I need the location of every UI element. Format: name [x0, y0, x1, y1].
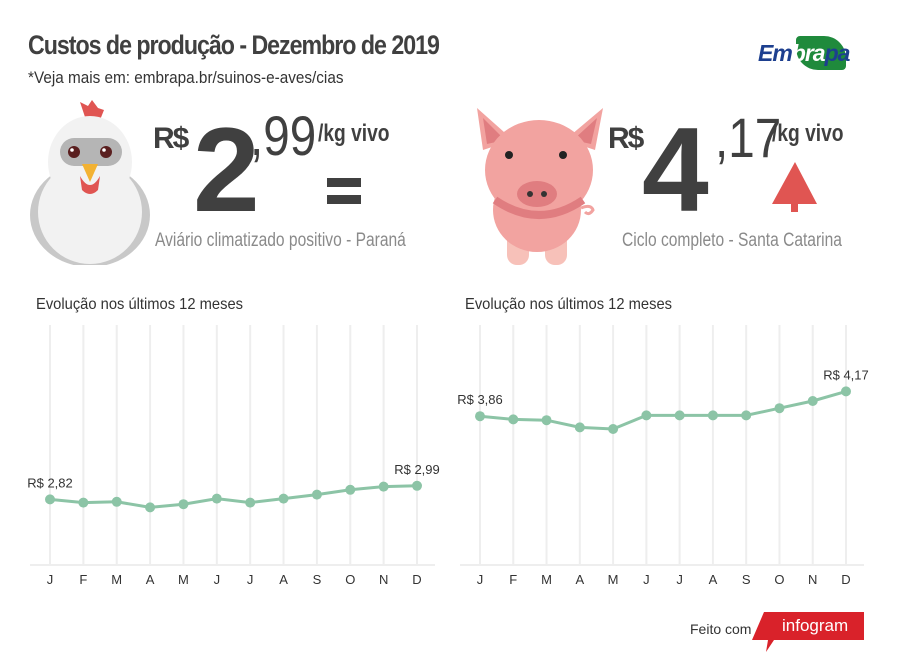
- data-point: [641, 410, 652, 421]
- data-point: [841, 386, 851, 397]
- pig-cost-chart: J F M A M J J A S O N D R$ 3,86 R$ 4,17: [457, 325, 869, 587]
- data-point: [741, 410, 752, 421]
- x-tick-label: N: [808, 572, 817, 587]
- x-tick-label: J: [643, 572, 650, 587]
- data-point: [311, 489, 322, 500]
- x-tick-label: J: [247, 572, 254, 587]
- x-tick-label: A: [709, 572, 718, 587]
- data-point: [345, 484, 356, 495]
- infogram-brand[interactable]: infogram: [782, 616, 849, 635]
- pig-description: Ciclo completo - Santa Catarina: [622, 230, 842, 251]
- x-tick-label: D: [841, 572, 850, 587]
- chart-title-chicken: Evolução nos últimos 12 meses: [36, 296, 243, 313]
- x-tick-label: O: [345, 572, 355, 587]
- data-point: [412, 480, 422, 491]
- pig-currency: R$: [608, 122, 644, 155]
- pig-unit: /kg vivo: [772, 120, 844, 147]
- data-point: [178, 499, 189, 510]
- data-point: [774, 403, 785, 414]
- data-point: [111, 496, 122, 507]
- series-line: [49, 484, 418, 509]
- data-point: [378, 481, 389, 492]
- made-with-label: Feito com: [690, 621, 752, 637]
- x-tick-label: A: [575, 572, 584, 587]
- x-tick-label: J: [676, 572, 683, 587]
- x-tick-label: J: [47, 572, 54, 587]
- pig-price-integer: 4: [642, 103, 709, 237]
- source-link-text: *Veja mais em: embrapa.br/suinos-e-aves/…: [28, 68, 344, 87]
- chicken-price-integer: 2: [193, 103, 260, 237]
- arrow-up-icon: [772, 162, 817, 212]
- x-tick-label: J: [214, 572, 221, 587]
- x-tick-label: A: [279, 572, 288, 587]
- chicken-description: Aviário climatizado positivo - Paraná: [155, 230, 406, 251]
- data-point: [45, 494, 55, 505]
- x-tick-label: A: [146, 572, 155, 587]
- page-title: Custos de produção - Dezembro de 2019: [28, 30, 440, 60]
- x-tick-label: S: [742, 572, 751, 587]
- chicken-currency: R$: [153, 122, 189, 155]
- chicken-cost-chart: J F M A M J J A S O N D R$ 2,82 R$ 2,99: [27, 325, 440, 587]
- data-point: [508, 414, 519, 425]
- data-label: R$ 2,99: [394, 462, 440, 477]
- x-tick-label: S: [313, 572, 322, 587]
- pig-price-decimal: ,17: [715, 106, 782, 169]
- data-point: [608, 424, 619, 434]
- x-tick-label: M: [178, 572, 189, 587]
- data-point: [707, 410, 718, 421]
- series-line: [479, 389, 847, 431]
- chicken-unit: /kg vivo: [318, 120, 390, 147]
- data-point: [674, 410, 685, 421]
- x-tick-label: M: [111, 572, 122, 587]
- data-point: [541, 415, 552, 426]
- data-point: [78, 497, 89, 508]
- data-point: [145, 502, 156, 513]
- data-point: [475, 411, 485, 422]
- x-tick-label: F: [79, 572, 87, 587]
- chicken-icon: [30, 100, 150, 265]
- pig-icon: [477, 108, 603, 265]
- x-tick-label: D: [412, 572, 421, 587]
- x-tick-label: M: [608, 572, 619, 587]
- data-point: [807, 396, 818, 406]
- data-point: [245, 497, 256, 508]
- data-label: R$ 2,82: [27, 475, 73, 490]
- data-label: R$ 3,86: [457, 392, 503, 407]
- infogram-logo[interactable]: [752, 612, 864, 654]
- data-label: R$ 4,17: [823, 367, 869, 382]
- equals-icon: [327, 178, 361, 206]
- chicken-price-decimal: ,99: [250, 104, 317, 167]
- x-tick-label: F: [509, 572, 517, 587]
- chart-title-pig: Evolução nos últimos 12 meses: [465, 296, 672, 313]
- x-tick-label: J: [477, 572, 484, 587]
- embrapa-logo: Embrapa: [758, 36, 853, 70]
- x-tick-label: N: [379, 572, 388, 587]
- data-point: [574, 422, 585, 433]
- data-point: [211, 493, 222, 504]
- x-tick-label: O: [774, 572, 784, 587]
- x-tick-label: M: [541, 572, 552, 587]
- data-point: [278, 493, 289, 504]
